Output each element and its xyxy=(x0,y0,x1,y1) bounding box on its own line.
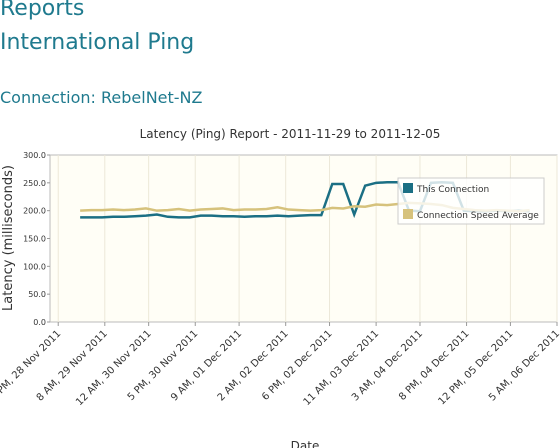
y-tick-label: 200.0 xyxy=(23,207,46,216)
connection-name: Connection: RebelNet-NZ xyxy=(0,88,203,107)
y-tick-label: 100.0 xyxy=(23,262,46,271)
y-tick-label: 150.0 xyxy=(23,235,46,244)
page-subtitle: International Ping xyxy=(0,30,195,55)
x-tick-label: 12 AM, 30 Nov 2011 xyxy=(74,328,154,408)
y-tick-label: 250.0 xyxy=(23,179,46,188)
x-axis-label: Date xyxy=(291,439,320,448)
y-axis-label: Latency (milliseconds) xyxy=(1,165,16,311)
legend-swatch xyxy=(403,209,413,219)
y-tick-label: 50.0 xyxy=(28,290,46,299)
y-tick-label: 300.0 xyxy=(23,151,46,160)
x-tick-label: 12 PM, 05 Dec 2011 xyxy=(436,328,515,407)
page-title: Reports xyxy=(0,0,85,21)
legend-label: This Connection xyxy=(416,185,489,195)
legend-box xyxy=(397,177,545,225)
y-tick-label: 0.0 xyxy=(33,318,46,327)
chart-title: Latency (Ping) Report - 2011-11-29 to 20… xyxy=(140,127,441,141)
legend-swatch xyxy=(403,183,413,193)
legend-label: Connection Speed Average xyxy=(417,211,539,221)
